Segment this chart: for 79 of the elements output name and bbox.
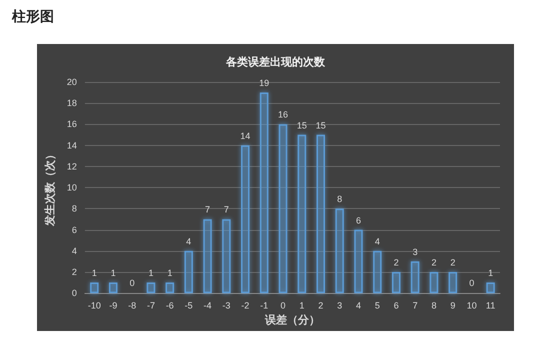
x-tick-label: -7 xyxy=(146,300,155,311)
data-label: 7 xyxy=(205,204,210,215)
bar xyxy=(241,145,250,294)
y-tick-label: 6 xyxy=(72,224,77,235)
x-tick-label: 2 xyxy=(318,300,324,311)
x-axis-title: 误差（分） xyxy=(264,314,320,326)
bar xyxy=(278,124,288,294)
bar xyxy=(146,282,156,294)
bar xyxy=(354,230,363,294)
data-label: 14 xyxy=(240,130,250,141)
x-tick-label: 8 xyxy=(431,300,436,311)
bar xyxy=(448,272,458,294)
x-tick-label: 0 xyxy=(280,300,286,311)
x-tick-label: 10 xyxy=(466,300,477,311)
x-tick-label: 7 xyxy=(412,300,418,311)
x-tick-label: -8 xyxy=(128,300,136,311)
x-tick-label: 1 xyxy=(299,300,304,311)
bar xyxy=(392,272,400,294)
x-tick-label: -2 xyxy=(241,300,250,311)
y-tick-label: 16 xyxy=(66,119,77,130)
bar xyxy=(316,134,325,294)
y-tick-label: 10 xyxy=(66,182,77,193)
x-tick-label: 11 xyxy=(486,300,496,311)
x-tick-label: 5 xyxy=(374,300,380,311)
y-tick-label: 8 xyxy=(72,204,77,214)
y-tick-label: 18 xyxy=(66,98,77,108)
data-label: 0 xyxy=(469,278,474,288)
y-tick-label: 4 xyxy=(72,246,77,256)
data-label: 1 xyxy=(167,268,172,278)
y-axis-title: 发生次数（次） xyxy=(44,149,56,228)
data-label: 2 xyxy=(450,257,456,268)
bar xyxy=(373,250,382,294)
bar xyxy=(298,134,306,294)
bar xyxy=(108,282,118,294)
data-label: 1 xyxy=(92,268,97,278)
y-tick-label: 12 xyxy=(66,161,77,172)
bar xyxy=(430,272,438,294)
x-tick-label: 3 xyxy=(337,300,342,311)
bar xyxy=(410,261,420,294)
data-label: 1 xyxy=(488,268,494,278)
bar xyxy=(486,282,495,294)
y-tick-label: 0 xyxy=(72,288,77,298)
bar xyxy=(90,282,99,294)
bar xyxy=(222,219,231,294)
y-tick-label: 14 xyxy=(66,140,77,150)
bar xyxy=(260,92,268,294)
bar xyxy=(335,208,344,294)
x-tick-label: -3 xyxy=(222,300,230,311)
data-label: 1 xyxy=(148,268,154,278)
data-label: 2 xyxy=(431,257,436,268)
y-tick-label: 2 xyxy=(72,266,77,277)
data-label: 4 xyxy=(374,236,380,246)
data-label: 0 xyxy=(130,278,135,288)
x-tick-label: -6 xyxy=(166,300,174,311)
bar xyxy=(184,250,193,294)
x-tick-label: -5 xyxy=(184,300,193,311)
bar xyxy=(203,219,212,294)
data-label: 15 xyxy=(316,120,326,130)
x-tick-label: -4 xyxy=(204,300,212,311)
x-tick-label: -9 xyxy=(109,300,118,311)
data-label: 6 xyxy=(356,215,361,226)
data-label: 16 xyxy=(278,110,288,120)
x-tick-label: -1 xyxy=(260,300,268,311)
data-label: 1 xyxy=(110,268,116,278)
data-label: 2 xyxy=(394,257,399,268)
y-tick-label: 20 xyxy=(66,77,77,87)
chart-title: 各类误差出现的次数 xyxy=(225,56,326,68)
x-tick-label: 6 xyxy=(394,300,399,311)
data-label: 15 xyxy=(296,120,307,130)
x-tick-label: -10 xyxy=(88,300,101,311)
data-label: 8 xyxy=(337,194,342,204)
bar xyxy=(166,282,174,294)
data-label: 19 xyxy=(259,78,270,88)
data-label: 3 xyxy=(412,246,418,257)
text: 柱形图 xyxy=(12,8,54,26)
data-label: 4 xyxy=(186,236,192,246)
data-label: 7 xyxy=(224,204,229,215)
x-tick-label: 9 xyxy=(450,300,456,311)
x-tick-label: 4 xyxy=(356,300,361,311)
